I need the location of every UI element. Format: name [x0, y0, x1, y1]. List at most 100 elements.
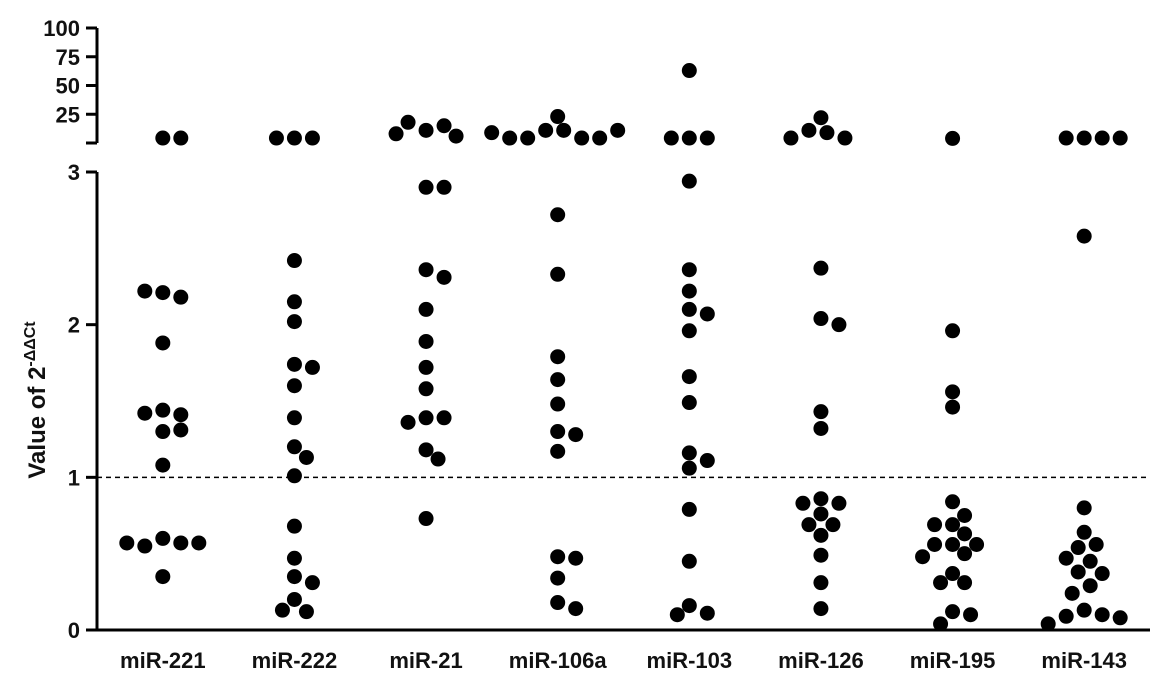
data-point [681, 262, 697, 278]
data-point [155, 285, 171, 301]
data-point [1094, 130, 1110, 146]
data-point [927, 537, 943, 553]
data-point [813, 491, 829, 507]
data-point [1082, 578, 1098, 594]
y-tick-label: 1 [68, 465, 80, 490]
data-point [801, 517, 817, 533]
data-point [502, 130, 518, 146]
data-point [556, 122, 572, 138]
data-point [945, 604, 961, 620]
data-point [436, 118, 452, 134]
data-point [813, 420, 829, 436]
y2-tick-label: 50 [56, 74, 80, 99]
data-point [173, 289, 189, 305]
data-point [945, 517, 961, 533]
data-point [681, 301, 697, 317]
data-point [550, 570, 566, 586]
data-point [155, 335, 171, 351]
data-point [568, 601, 584, 617]
data-point [304, 359, 320, 375]
data-point [945, 130, 961, 146]
data-point [783, 130, 799, 146]
data-point [155, 457, 171, 473]
data-point [801, 122, 817, 138]
data-point [550, 372, 566, 388]
data-point [550, 266, 566, 282]
data-point [286, 468, 302, 484]
y-tick-label: 2 [68, 313, 80, 338]
data-point [436, 179, 452, 195]
data-point [286, 410, 302, 426]
data-point [286, 439, 302, 455]
data-point [813, 311, 829, 327]
data-point [418, 511, 434, 527]
data-point [119, 535, 135, 551]
data-point [831, 317, 847, 333]
data-point [137, 283, 153, 299]
data-point [137, 538, 153, 554]
data-point [286, 569, 302, 585]
data-point [286, 591, 302, 607]
data-point [681, 460, 697, 476]
data-point [699, 453, 715, 469]
data-point [268, 130, 284, 146]
data-point [831, 495, 847, 511]
data-point [436, 410, 452, 426]
data-point [418, 122, 434, 138]
data-point [813, 575, 829, 591]
data-point [957, 526, 973, 542]
data-point [1082, 553, 1098, 569]
data-point [681, 501, 697, 517]
x-tick-label: miR-21 [389, 648, 462, 673]
data-point [155, 569, 171, 585]
data-point [286, 130, 302, 146]
data-point [388, 126, 404, 142]
data-point [1076, 228, 1092, 244]
data-point [550, 396, 566, 412]
data-point [304, 575, 320, 591]
data-point [795, 495, 811, 511]
x-tick-label: miR-126 [778, 648, 864, 673]
data-point [681, 283, 697, 299]
data-point [813, 506, 829, 522]
data-point [592, 130, 608, 146]
data-point [568, 427, 584, 443]
data-point [400, 114, 416, 130]
data-point [825, 517, 841, 533]
data-point [418, 333, 434, 349]
data-point [550, 595, 566, 611]
data-point [1058, 130, 1074, 146]
data-point [418, 442, 434, 458]
data-point [1076, 500, 1092, 516]
data-point [274, 602, 290, 618]
data-point [568, 550, 584, 566]
data-point [681, 445, 697, 461]
data-point [286, 356, 302, 372]
data-point [610, 122, 626, 138]
data-point [418, 262, 434, 278]
x-tick-label: miR-221 [120, 648, 206, 673]
data-point [957, 508, 973, 523]
data-point [1094, 566, 1110, 582]
data-point [945, 566, 961, 582]
data-point [430, 451, 446, 467]
data-point [298, 604, 314, 620]
data-point [418, 301, 434, 317]
data-point [663, 130, 679, 146]
data-point [681, 369, 697, 385]
data-point [304, 130, 320, 146]
data-point [155, 130, 171, 146]
data-point [813, 527, 829, 543]
x-tick-label: miR-143 [1041, 648, 1127, 673]
data-point [813, 404, 829, 420]
data-point [1070, 564, 1086, 580]
data-point [1076, 524, 1092, 540]
data-point [418, 381, 434, 397]
data-point [681, 173, 697, 189]
data-point [945, 537, 961, 553]
data-point [286, 253, 302, 269]
data-point [418, 179, 434, 195]
data-point [448, 128, 464, 144]
data-point [945, 399, 961, 415]
